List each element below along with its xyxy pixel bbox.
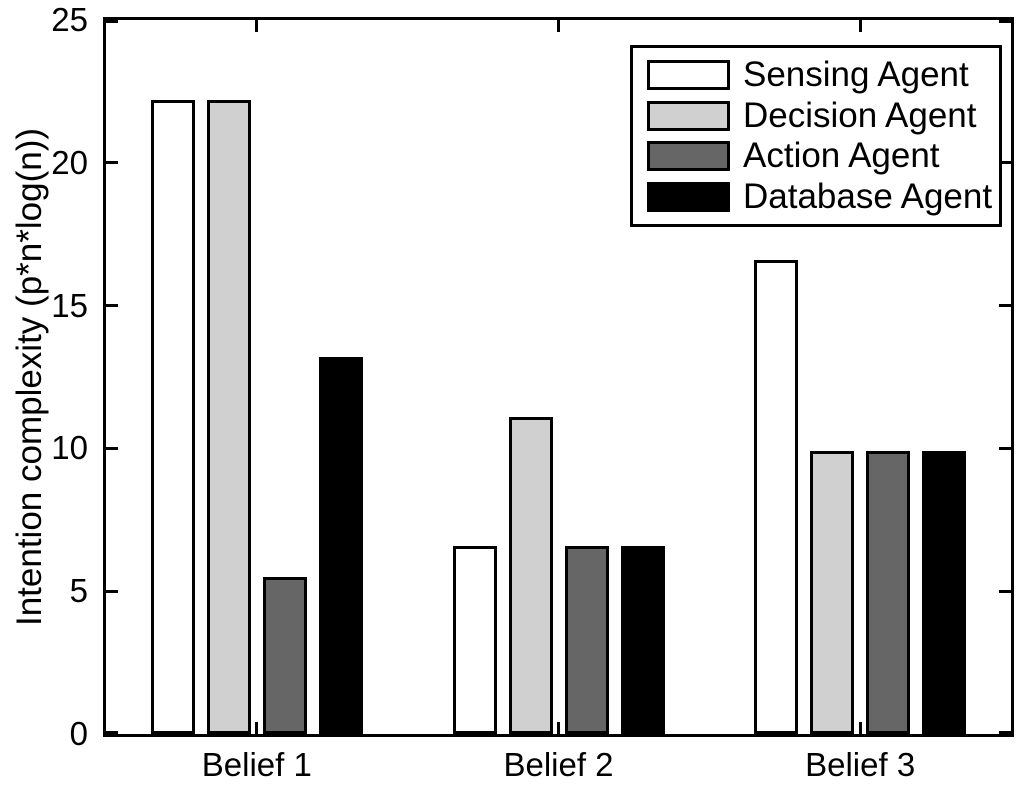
legend-item-action-agent: Action Agent: [633, 137, 999, 175]
x-tick-mark: [858, 722, 862, 734]
y-tick-label: 15: [51, 286, 88, 324]
bar-sensing-agent-belief-3: [754, 259, 799, 734]
bar-database-agent-belief-1: [318, 357, 363, 734]
bar-action-agent-belief-2: [564, 545, 609, 734]
y-tick-label: 25: [51, 1, 88, 38]
y-tick-mark: [106, 161, 118, 165]
bar-action-agent-belief-3: [866, 451, 911, 734]
x-tick-label: Belief 3: [805, 746, 916, 783]
x-tick-mark: [557, 20, 560, 32]
legend-swatch-sensing-agent: [647, 60, 730, 90]
x-tick-mark: [557, 722, 560, 734]
legend-swatch-action-agent: [647, 141, 730, 172]
bar-action-agent-belief-1: [262, 576, 307, 734]
x-tick-label: Belief 2: [503, 746, 614, 783]
y-tick-mark: [106, 20, 118, 23]
y-tick-mark: [106, 304, 118, 308]
legend-swatch-decision-agent: [647, 100, 730, 131]
bar-decision-agent-belief-1: [206, 99, 251, 734]
y-tick-label: 0: [69, 715, 88, 752]
legend-swatch-database-agent: [647, 181, 730, 212]
y-tick-mark: [999, 20, 1011, 23]
bar-decision-agent-belief-2: [508, 416, 553, 734]
x-tick-label: Belief 1: [201, 746, 312, 783]
legend-label: Action Agent: [743, 136, 940, 176]
legend: Sensing Agent Decision Agent Action Agent D…: [630, 45, 1002, 227]
legend-label: Database Agent: [743, 176, 993, 216]
x-tick-mark: [255, 722, 259, 734]
y-tick-mark: [999, 589, 1011, 593]
bar-database-agent-belief-2: [620, 545, 665, 734]
y-tick-mark: [106, 589, 118, 593]
legend-item-database-agent: Database Agent: [633, 176, 999, 216]
legend-item-decision-agent: Decision Agent: [633, 95, 999, 135]
bar-sensing-agent-belief-2: [452, 545, 497, 734]
x-tick-mark: [858, 20, 862, 32]
y-tick-mark: [106, 446, 118, 450]
y-tick-mark: [106, 731, 118, 734]
y-tick-mark: [999, 161, 1011, 165]
y-tick-mark: [999, 731, 1011, 734]
bar-decision-agent-belief-3: [810, 451, 855, 734]
y-axis-label: Intention complexity (p*n*log(n)): [10, 128, 49, 627]
bar-database-agent-belief-3: [922, 451, 967, 734]
legend-label: Sensing Agent: [743, 55, 969, 94]
y-tick-mark: [999, 446, 1011, 450]
y-tick-label: 5: [69, 572, 88, 610]
x-tick-mark: [255, 20, 259, 32]
legend-label: Decision Agent: [743, 95, 977, 135]
y-tick-label: 20: [51, 143, 88, 181]
y-tick-label: 10: [51, 429, 88, 467]
y-tick-mark: [999, 304, 1011, 308]
bar-sensing-agent-belief-1: [150, 99, 195, 734]
legend-item-sensing-agent: Sensing Agent: [633, 56, 999, 94]
